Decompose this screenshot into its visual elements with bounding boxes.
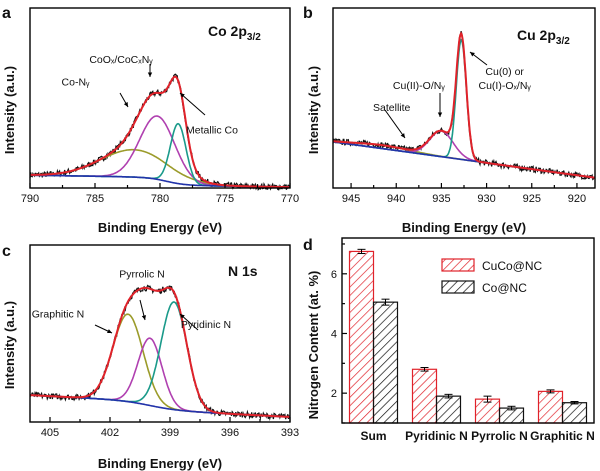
panel-c-xlabel: Binding Energy (eV) bbox=[98, 456, 222, 471]
bar-CuCo@NC-Pyridinic N bbox=[411, 368, 438, 424]
panel-b: b 945 940 935 930 925 920 Satellite Cu(II)-O/Nᵧ… bbox=[303, 5, 596, 235]
x-tick-label: 930 bbox=[477, 193, 495, 205]
arrow-head bbox=[437, 112, 443, 117]
arrow-head bbox=[123, 102, 128, 107]
axes-frame bbox=[29, 244, 291, 423]
bar-Co@NC-Sum bbox=[372, 301, 399, 424]
bar-CuCo@NC-Sum bbox=[348, 250, 375, 424]
panel-a: a 790 785 780 775 770 Co-Nᵧ CoOₓ/CoCₓNᵧ Metalli… bbox=[2, 5, 299, 235]
x-tick-label: 790 bbox=[21, 193, 39, 205]
annotation-arrow bbox=[179, 92, 206, 116]
fit-envelope bbox=[30, 75, 290, 189]
bar-Co@NC-Pyridinic N bbox=[435, 395, 462, 424]
panel-b-title: Cu 2p3/2 bbox=[517, 27, 570, 47]
panel-label-a: a bbox=[2, 5, 11, 22]
panel-c: c 405 402 399 396 393 Graphitic N Pyrrolic N Py… bbox=[2, 243, 299, 471]
fit-envelope bbox=[30, 286, 291, 418]
x-tick-label: 780 bbox=[151, 193, 169, 205]
panel-a-plot: 790 785 780 775 770 Co-Nᵧ CoOₓ/CoCₓNᵧ Metallic … bbox=[21, 7, 299, 205]
legend-label: Co@NC bbox=[482, 281, 527, 295]
arrow-head bbox=[147, 72, 153, 77]
x-tick-label: 393 bbox=[281, 427, 299, 439]
annotation-arrow bbox=[384, 109, 406, 139]
annotation-3: Pyridinic N bbox=[181, 319, 231, 331]
bar-CuCo@NC-Pyrrolic N bbox=[474, 398, 501, 424]
panel-b-plot: 945 940 935 930 925 920 Satellite Cu(II)-O/Nᵧ Cu… bbox=[332, 7, 596, 205]
annotation-1: Satellite bbox=[373, 102, 411, 114]
x-tick-label: 770 bbox=[281, 193, 299, 205]
y-tick-label: 2 bbox=[331, 388, 337, 400]
fit-component-1 bbox=[30, 148, 290, 188]
panel-b-ylabel: Intensity (a.u.) bbox=[306, 66, 321, 154]
x-tick-label: 775 bbox=[216, 193, 234, 205]
x-tick-label: 920 bbox=[568, 193, 586, 205]
annotation-3: Metallic Co bbox=[186, 124, 238, 136]
x-tick-label: 940 bbox=[387, 193, 405, 205]
panel-a-ylabel: Intensity (a.u.) bbox=[2, 66, 17, 154]
panel-c-plot: 405 402 399 396 393 Graphitic N Pyrrolic N Pyri… bbox=[29, 244, 299, 439]
panel-d: d Sum Pyridinic N Pyrrolic N Graphitic N 2 4 6… bbox=[303, 237, 595, 443]
x-tick-label: 399 bbox=[161, 427, 179, 439]
legend-label: CuCo@NC bbox=[482, 259, 543, 273]
x-tick-label: 405 bbox=[41, 427, 59, 439]
panel-a-title: Co 2p3/2 bbox=[208, 23, 261, 43]
fit-component-3 bbox=[30, 122, 290, 188]
annotation-1: Co-Nᵧ bbox=[62, 76, 91, 88]
panel-d-plot: Sum Pyridinic N Pyrrolic N Graphitic N 2 4 6 Cu… bbox=[331, 237, 595, 443]
legend-swatch bbox=[441, 280, 475, 294]
y-tick-label: 6 bbox=[331, 269, 337, 281]
x-tick-label: 402 bbox=[101, 427, 119, 439]
annotation-1: Graphitic N bbox=[32, 309, 85, 321]
panel-c-title: N 1s bbox=[228, 263, 258, 279]
annotation-2: Cu(II)-O/Nᵧ bbox=[393, 80, 445, 92]
x-tick-label: 785 bbox=[86, 193, 104, 205]
arrow-head bbox=[400, 133, 405, 138]
arrow-head bbox=[107, 329, 112, 334]
arrow-head bbox=[141, 315, 147, 320]
arrow-head bbox=[470, 52, 475, 57]
annotation-4: Cu(I)-Oₓ/Nᵧ bbox=[478, 80, 531, 92]
x-tick-label: 935 bbox=[432, 193, 450, 205]
x-tick-label: 945 bbox=[342, 193, 360, 205]
category-label: Graphitic N bbox=[530, 429, 595, 443]
annotation-2: Pyrrolic N bbox=[119, 268, 165, 280]
axes-frame bbox=[341, 237, 595, 424]
x-tick-label: 925 bbox=[523, 193, 541, 205]
fit-envelope bbox=[332, 31, 596, 179]
panel-d-ylabel: Nitrogen Content (at. %) bbox=[306, 271, 321, 420]
panel-label-b: b bbox=[303, 5, 313, 22]
category-label: Pyrrolic N bbox=[471, 429, 528, 443]
annotation-3: Cu(0) or bbox=[485, 66, 524, 78]
annotation-2: CoOₓ/CoCₓNᵧ bbox=[89, 54, 153, 66]
panel-a-xlabel: Binding Energy (eV) bbox=[98, 220, 222, 235]
fit-component-2 bbox=[332, 130, 596, 179]
legend-swatch bbox=[441, 258, 475, 272]
fit-component-1 bbox=[30, 313, 291, 418]
category-label: Pyridinic N bbox=[405, 429, 468, 443]
panel-label-c: c bbox=[2, 243, 11, 260]
panel-b-xlabel: Binding Energy (eV) bbox=[402, 220, 526, 235]
panel-c-ylabel: Intensity (a.u.) bbox=[2, 301, 17, 389]
panel-label-d: d bbox=[303, 237, 313, 254]
y-tick-label: 4 bbox=[331, 328, 337, 340]
bar-CuCo@NC-Graphitic N bbox=[537, 390, 564, 424]
category-label: Sum bbox=[360, 429, 386, 443]
arrow-head bbox=[180, 314, 185, 319]
x-tick-label: 396 bbox=[221, 427, 239, 439]
arrow-head bbox=[180, 93, 185, 98]
bar-Co@NC-Graphitic N bbox=[561, 402, 588, 424]
